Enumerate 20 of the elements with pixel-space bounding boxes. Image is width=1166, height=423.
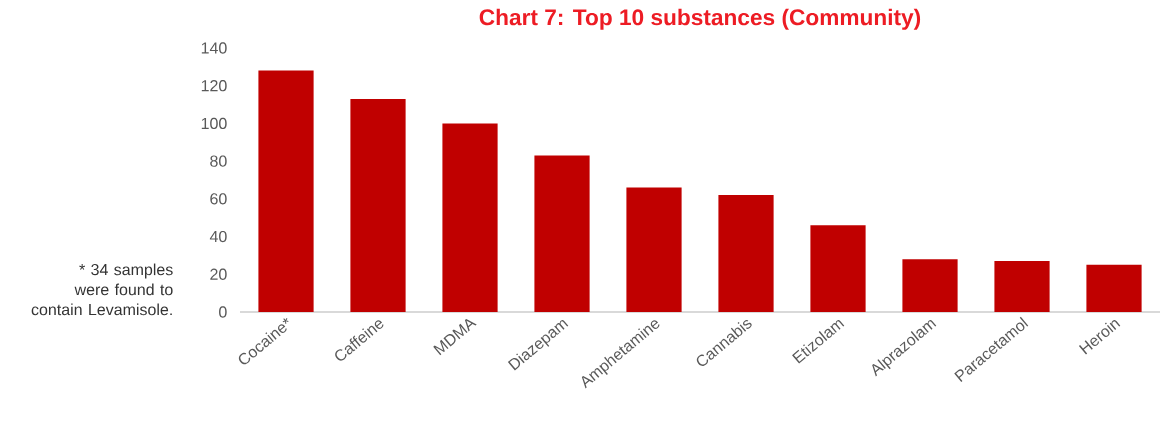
y-tick-label: 40: [209, 230, 227, 243]
bar: [626, 187, 682, 312]
bar: [534, 155, 590, 312]
y-tick-label: 120: [201, 80, 227, 92]
y-tick-label: 80: [210, 155, 227, 167]
bar: [1086, 264, 1142, 312]
bar: [442, 123, 498, 312]
bar: [258, 70, 314, 312]
text: * 34 samples were found to contain Levamisole.: [31, 263, 173, 316]
y-tick-label: 20: [210, 268, 227, 280]
bar: [810, 225, 866, 312]
y-tick-label: 140: [201, 42, 227, 54]
bar: [350, 98, 406, 312]
y-tick-label: 60: [210, 193, 227, 205]
chart-title: Chart 7: Top 10 substances (Community): [479, 8, 921, 30]
y-tick-label: 0: [219, 306, 227, 318]
bar: [718, 195, 774, 312]
bar: [902, 259, 958, 312]
y-tick-label: 100: [201, 117, 227, 130]
bar: [994, 261, 1050, 312]
